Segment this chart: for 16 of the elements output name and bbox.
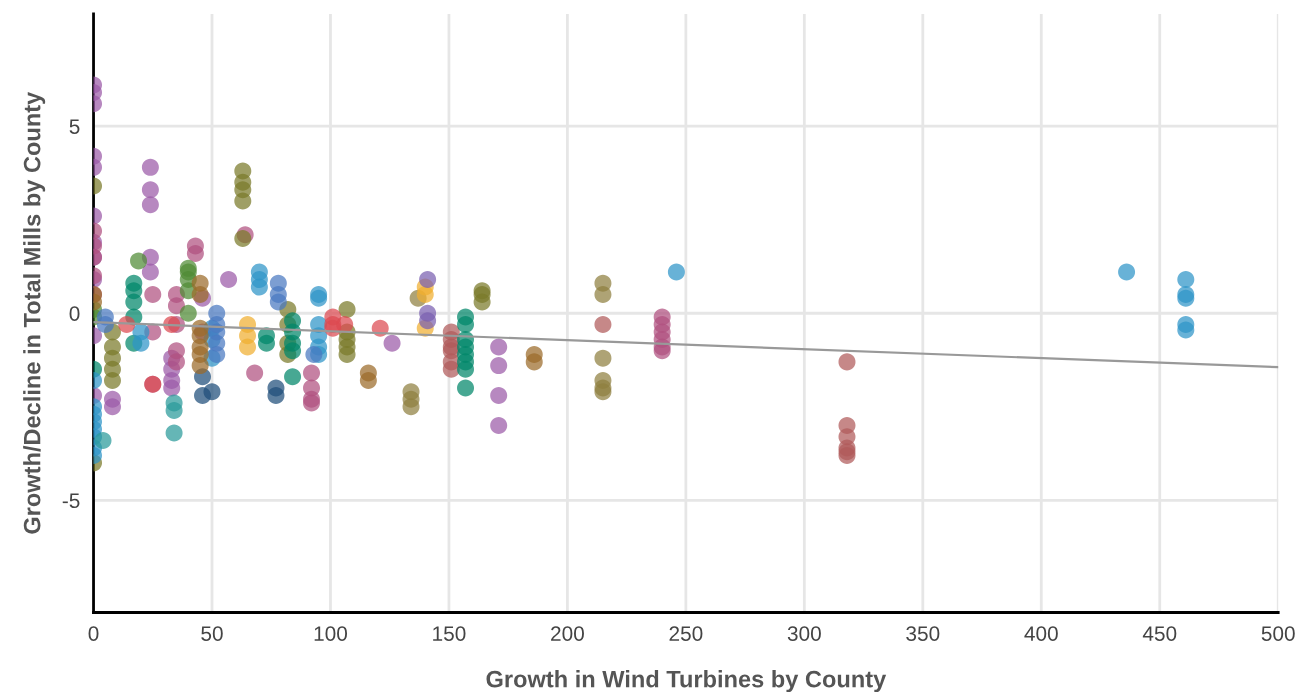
x-tick-label: 250 xyxy=(669,626,703,641)
x-tick-label: 50 xyxy=(201,626,223,641)
y-tick-label: -5 xyxy=(62,493,80,509)
x-axis-title: Growth in Wind Turbines by County xyxy=(486,670,887,693)
y-tick-label: 5 xyxy=(69,119,80,134)
y-tick-label: 0 xyxy=(69,306,80,321)
x-tick-label: 200 xyxy=(551,626,584,641)
x-tick-label: 400 xyxy=(1024,626,1058,641)
x-tick-label: 0 xyxy=(88,626,99,641)
x-tick-label: 450 xyxy=(1142,626,1177,641)
x-tick-label: 350 xyxy=(906,626,940,641)
y-axis-title: Growth/Decline in Total Mills by County xyxy=(23,91,46,534)
x-tick-label: 500 xyxy=(1261,626,1295,641)
x-tick-label: 300 xyxy=(787,626,821,641)
x-tick-label: 100 xyxy=(314,626,348,641)
x-tick-label: 150 xyxy=(433,626,466,641)
